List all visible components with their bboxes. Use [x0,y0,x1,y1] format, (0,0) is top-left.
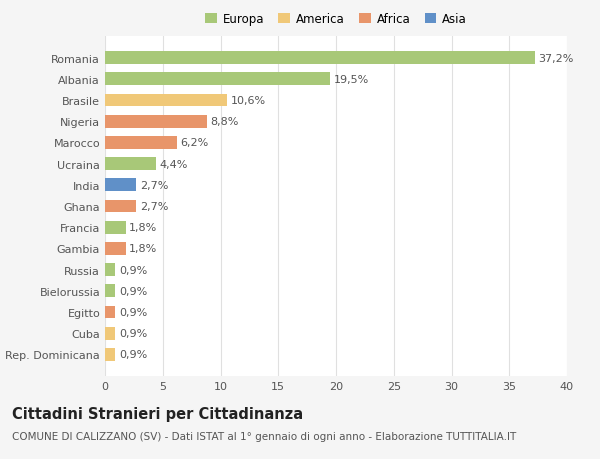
Bar [105,306,115,319]
Bar [105,348,115,361]
Bar [105,73,330,86]
Bar [105,158,156,171]
Bar [105,116,206,129]
Bar [105,179,136,192]
Bar [105,52,535,65]
Text: 0,9%: 0,9% [119,350,147,359]
Text: 8,8%: 8,8% [210,117,238,127]
Text: 2,7%: 2,7% [140,202,168,212]
Text: 4,4%: 4,4% [159,159,188,169]
Text: 1,8%: 1,8% [129,223,158,233]
Text: 1,8%: 1,8% [129,244,158,254]
Text: 37,2%: 37,2% [538,54,574,63]
Bar [105,263,115,276]
Text: 0,9%: 0,9% [119,265,147,275]
Bar [105,95,227,107]
Bar [105,221,126,234]
Bar [105,242,126,255]
Bar [105,137,176,150]
Text: COMUNE DI CALIZZANO (SV) - Dati ISTAT al 1° gennaio di ogni anno - Elaborazione : COMUNE DI CALIZZANO (SV) - Dati ISTAT al… [12,431,516,442]
Text: 6,2%: 6,2% [180,138,208,148]
Bar [105,285,115,297]
Text: 0,9%: 0,9% [119,308,147,317]
Text: 10,6%: 10,6% [231,96,266,106]
Text: 0,9%: 0,9% [119,286,147,296]
Bar [105,200,136,213]
Legend: Europa, America, Africa, Asia: Europa, America, Africa, Asia [200,8,472,31]
Text: 2,7%: 2,7% [140,180,168,190]
Text: Cittadini Stranieri per Cittadinanza: Cittadini Stranieri per Cittadinanza [12,406,303,421]
Text: 0,9%: 0,9% [119,329,147,338]
Bar [105,327,115,340]
Text: 19,5%: 19,5% [334,75,369,84]
